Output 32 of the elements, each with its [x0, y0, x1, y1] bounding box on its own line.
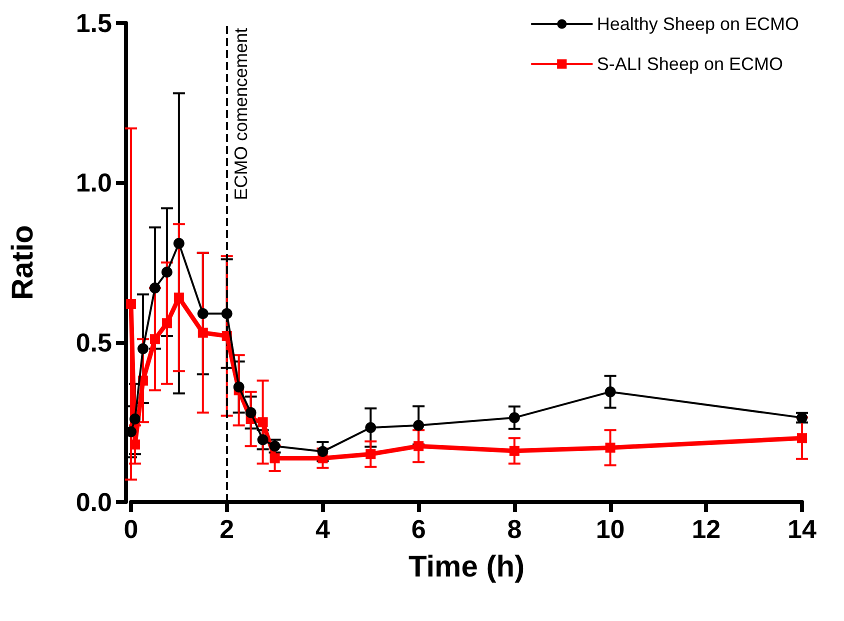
point	[258, 417, 268, 428]
point	[221, 308, 232, 320]
x-tick-label: 10	[596, 514, 625, 544]
x-tick-label: 2	[220, 514, 234, 544]
y-tick-label: 1.0	[76, 168, 112, 198]
point	[174, 292, 184, 303]
point	[233, 382, 244, 393]
x-tick-label: 14	[788, 514, 817, 544]
y-tick-label: 0.5	[76, 327, 112, 358]
ref-line-label: ECMO comencement	[230, 28, 251, 200]
point	[173, 238, 184, 249]
point	[198, 328, 208, 338]
point	[161, 266, 172, 278]
point	[129, 413, 140, 424]
legend-label: Healthy Sheep on ECMO	[596, 14, 800, 34]
y-tick-label: 1.5	[76, 8, 112, 38]
point	[162, 318, 172, 328]
y-axis-title: Ratio	[6, 225, 40, 300]
x-tick-label: 4	[315, 514, 330, 544]
point	[137, 343, 148, 354]
x-tick-label: 6	[411, 514, 426, 544]
legend-label: S-ALI Sheep on ECMO	[596, 54, 783, 74]
point	[149, 282, 160, 294]
x-tick-label: 0	[124, 514, 138, 544]
x-tick-label: 12	[692, 514, 721, 544]
point	[197, 308, 208, 320]
point	[797, 433, 807, 444]
y-tick-label: 0.0	[76, 487, 112, 517]
x-tick-label: 8	[507, 514, 522, 544]
point	[126, 299, 136, 310]
x-axis-title: Time (h)	[408, 550, 525, 584]
point	[150, 334, 160, 344]
